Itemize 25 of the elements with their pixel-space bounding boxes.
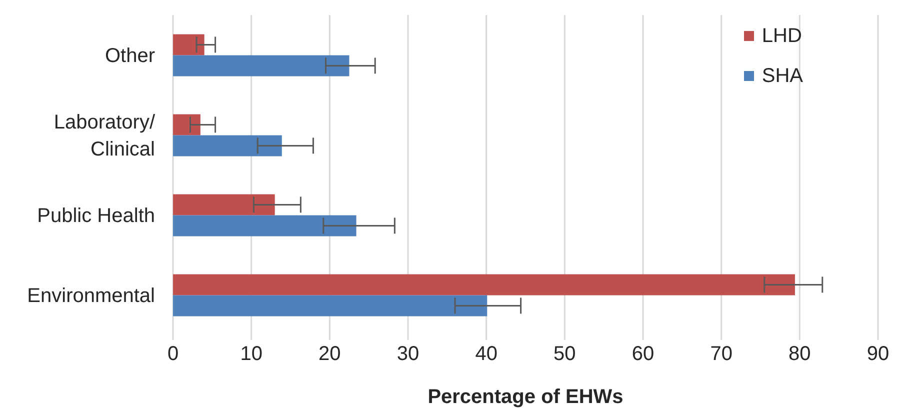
bar	[173, 194, 275, 216]
x-tick-label: 40	[475, 343, 498, 366]
x-tick-label: 70	[710, 343, 732, 366]
x-tick-label: 0	[167, 343, 179, 366]
x-tick-label: 20	[318, 343, 341, 366]
x-tick-label: 60	[632, 343, 654, 366]
x-tick-label: 90	[866, 343, 890, 366]
bar	[173, 274, 795, 296]
legend-label: SHA	[762, 64, 803, 88]
bar	[173, 55, 350, 76]
x-axis-title: Percentage of EHWs	[428, 386, 624, 408]
x-tick-label: 10	[240, 343, 262, 366]
bar	[173, 34, 204, 56]
y-tick-label: Public Health	[37, 205, 155, 227]
bar	[173, 135, 282, 156]
y-tick-label: Environmental	[27, 285, 155, 307]
bar	[173, 295, 488, 316]
x-tick-label: 30	[396, 343, 420, 366]
y-tick-label: Other	[104, 45, 156, 67]
x-tick-label: 80	[788, 343, 811, 366]
bar	[173, 114, 200, 136]
bar	[173, 215, 356, 236]
x-tick-label: 50	[554, 343, 576, 366]
legend-label: LHD	[762, 24, 802, 48]
y-tick-label: Laboratory/ Clinical	[54, 112, 156, 160]
